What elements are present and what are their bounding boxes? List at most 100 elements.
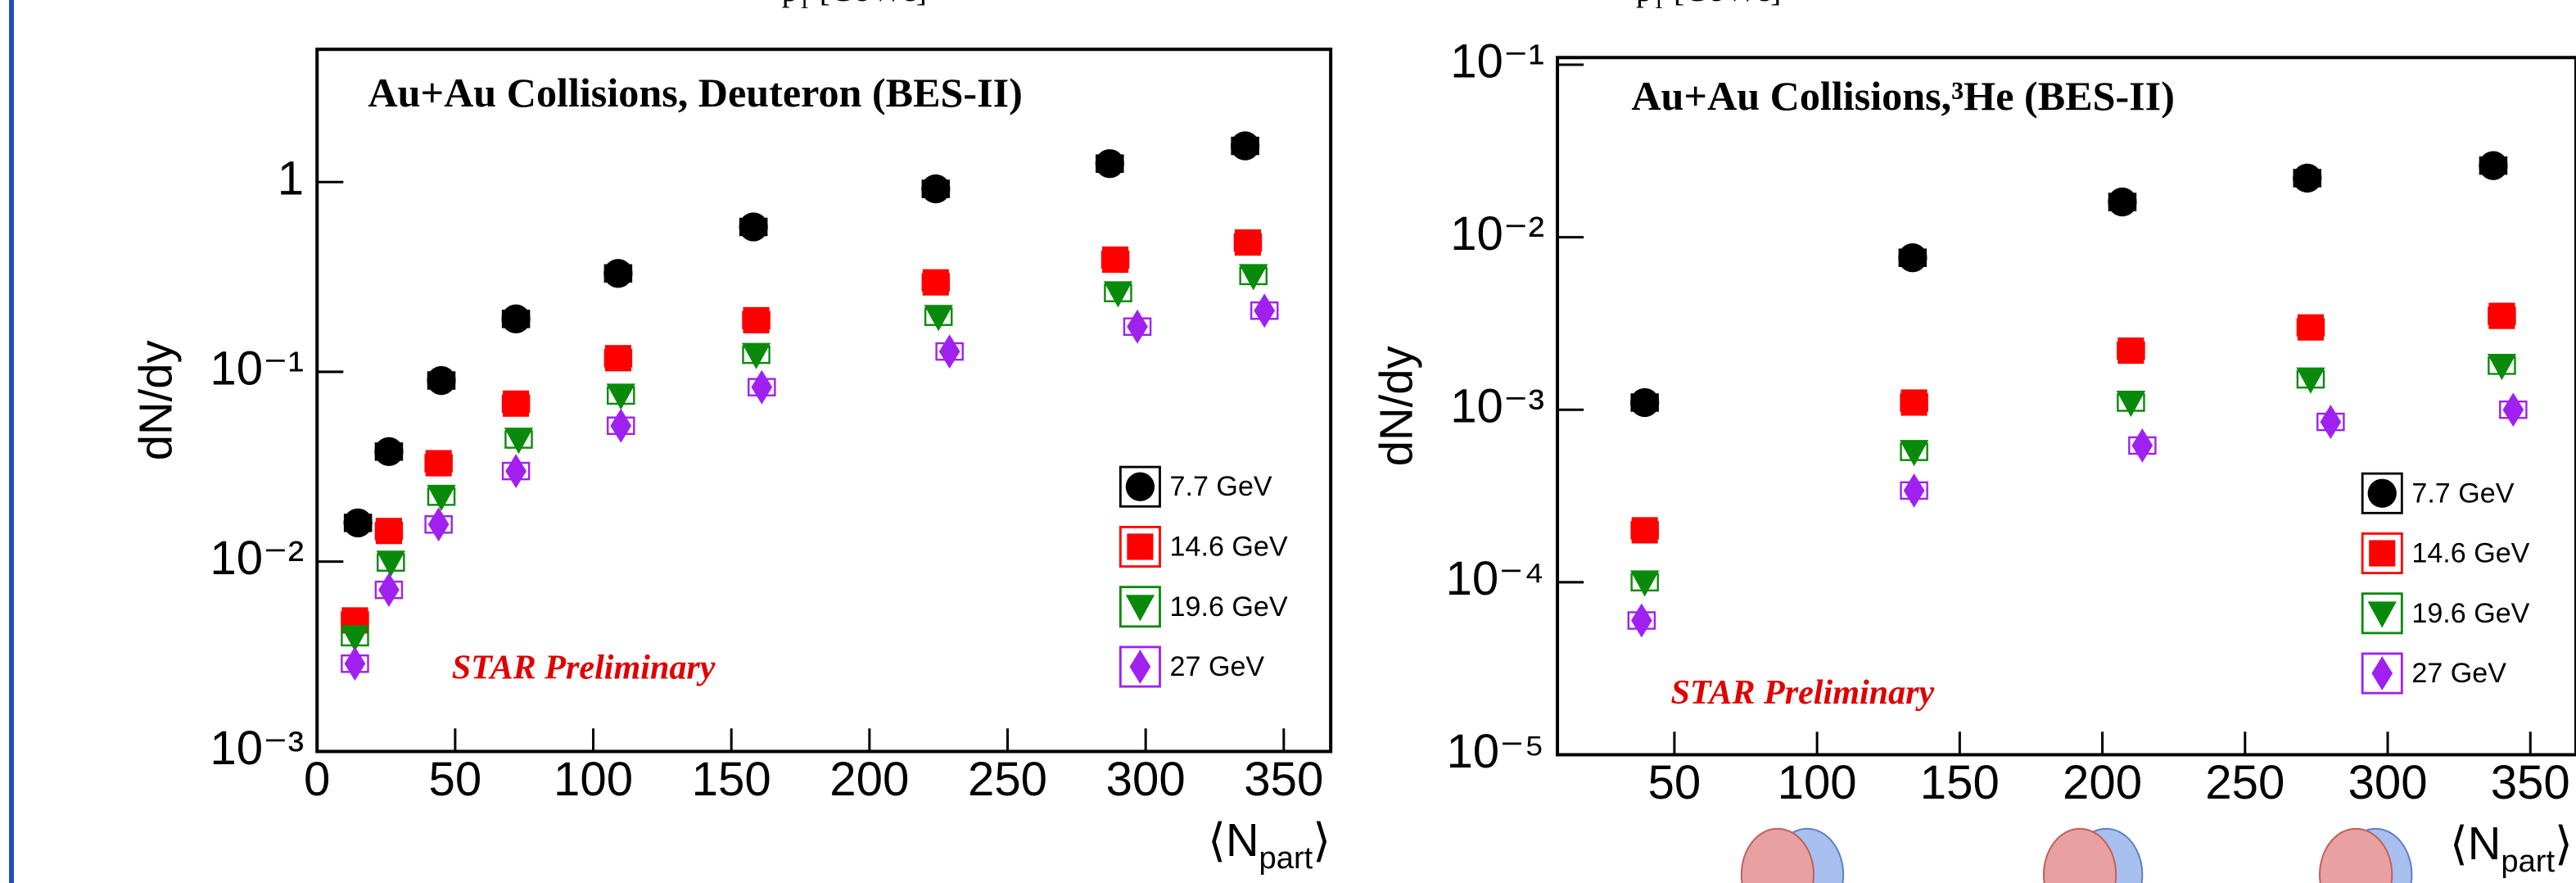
marker: [2297, 314, 2324, 341]
legend-entry: 7.7 GeV: [1119, 465, 1272, 508]
y-tick-label: 10⁻²: [210, 532, 304, 585]
data-point: [504, 428, 534, 455]
data-point: [2296, 367, 2325, 394]
data-point: [2479, 151, 2508, 180]
data-point: [2128, 428, 2157, 463]
data-point: [427, 365, 456, 396]
data-point: [924, 305, 953, 332]
plot: pT [GeV/c] 50 100 150 200 250 300 350 10⁻⁵ 10⁻⁴ 10…: [1370, 0, 2576, 879]
marker: [2293, 163, 2322, 193]
marker: [1234, 229, 1262, 256]
marker: [504, 428, 534, 455]
data-point: [1103, 281, 1133, 308]
data-point: [501, 390, 531, 417]
x-tick-label: 50: [1648, 756, 1702, 809]
data-point: [742, 306, 771, 333]
marker: [375, 518, 402, 545]
marker: [1631, 517, 1658, 544]
legend-label: 19.6 GeV: [1170, 591, 1288, 623]
data-point: [1630, 387, 1660, 418]
data-point: [1233, 229, 1263, 256]
chart-title: Au+Au Collisions,³He (BES-II): [1631, 73, 2175, 119]
y-tick-label: 10⁻²: [1450, 207, 1544, 260]
data-point: [374, 573, 404, 608]
marker: [606, 383, 635, 410]
x-axis-label: ⟨Npart⟩: [1208, 814, 1331, 876]
x-tick-label: 300: [1106, 753, 1186, 806]
marker: [1125, 595, 1155, 622]
data-point: [2487, 353, 2517, 381]
data-point: [603, 259, 633, 288]
data-point: [1900, 389, 1928, 416]
plot-frame: [315, 48, 1333, 754]
data-point: [343, 508, 373, 538]
data-point: [1100, 246, 1130, 274]
top-axis-label-main: p: [782, 0, 798, 8]
x-tick-label: 50: [429, 753, 482, 806]
data-point: [2296, 314, 2325, 341]
x-tick-label: 200: [2063, 756, 2142, 809]
data-point: [374, 437, 404, 466]
data-point: [1123, 309, 1152, 344]
marker: [1630, 603, 1652, 638]
data-point: [341, 646, 369, 681]
data-point: [921, 269, 951, 296]
marker: [427, 484, 456, 511]
marker: [425, 450, 452, 477]
y-tick-label: 10⁻¹: [210, 342, 304, 395]
x-axis-label-close: ⟩: [2555, 817, 2573, 869]
x-tick-label: 100: [1778, 756, 1857, 809]
marker: [739, 212, 768, 242]
marker: [2371, 656, 2393, 691]
marker: [1103, 281, 1133, 308]
legend-label: 19.6 GeV: [2411, 598, 2529, 629]
data-point: [603, 345, 633, 372]
data-point: [935, 334, 964, 369]
x-tick-label: 350: [1244, 753, 1323, 806]
marker: [1899, 440, 1929, 467]
marker: [1900, 389, 1927, 416]
top-axis-label: pT [GeV/c]: [1636, 0, 1781, 13]
marker: [427, 507, 450, 542]
top-axis-label-rest: [GeV/c]: [1665, 0, 1781, 8]
nucleus: [2319, 827, 2393, 883]
x-axis-label: ⟨Npart⟩: [2450, 817, 2573, 879]
top-axis-label: pT [GeV/c]: [782, 0, 927, 13]
nucleus: [2042, 827, 2117, 883]
data-point: [748, 369, 776, 405]
marker: [427, 365, 456, 396]
marker: [344, 646, 366, 681]
legend-entry: 27 GeV: [2361, 652, 2506, 695]
legend-label: 7.7 GeV: [1170, 471, 1272, 502]
data-point: [424, 450, 453, 477]
data-point: [340, 625, 370, 652]
marker: [924, 305, 953, 332]
legend-entry: 7.7 GeV: [2361, 472, 2515, 514]
data-point: [2499, 392, 2528, 428]
x-axis-label-open: ⟨N: [1208, 814, 1259, 866]
plot-frame: [1556, 56, 2576, 757]
chart-title: Au+Au Collisions, Deuteron (BES-II): [368, 70, 1022, 115]
marker: [741, 342, 771, 369]
marker: [376, 550, 405, 577]
marker: [2487, 353, 2517, 381]
marker: [743, 306, 770, 333]
data-point: [2316, 405, 2345, 439]
data-point: [1095, 149, 1124, 179]
y-axis-label: dN/dy: [1370, 346, 1421, 466]
nucleus: [1740, 827, 1815, 883]
marker: [1230, 131, 1260, 161]
marker: [2131, 428, 2153, 463]
marker: [2108, 187, 2137, 217]
data-point: [607, 408, 635, 443]
data-point: [2116, 391, 2146, 418]
legend-label: 7.7 GeV: [2411, 478, 2514, 509]
marker: [503, 390, 530, 417]
marker: [1129, 650, 1151, 684]
data-point: [2117, 337, 2145, 365]
legend-entry: 19.6 GeV: [1119, 586, 1288, 628]
data-point: [1899, 440, 1929, 467]
legend-entry: 27 GeV: [1119, 645, 1264, 688]
data-point: [1239, 264, 1268, 291]
marker: [2320, 405, 2342, 439]
